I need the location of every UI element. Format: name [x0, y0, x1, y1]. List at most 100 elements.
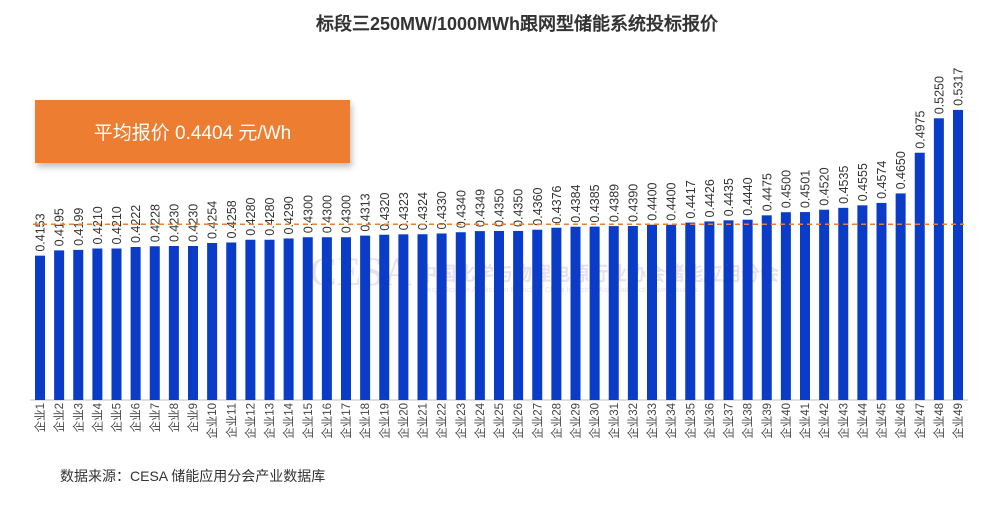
bar [168, 246, 179, 400]
bar [494, 230, 504, 400]
bar [914, 152, 925, 400]
category-label: 企业35 [683, 403, 697, 439]
category-label: 企业44 [855, 402, 869, 438]
bar [666, 224, 677, 400]
data-label: 0.4280 [263, 197, 277, 235]
category-label: 企业4 [90, 402, 104, 432]
data-label: 0.4360 [531, 187, 545, 225]
category-label: 企业17 [339, 403, 353, 439]
bar [245, 239, 256, 400]
category-label: 企业13 [263, 403, 277, 439]
bar [149, 246, 160, 400]
data-label: 0.4535 [837, 166, 851, 204]
bar [857, 205, 868, 400]
data-label: 0.4228 [148, 204, 162, 242]
bar [647, 224, 657, 400]
bar [704, 221, 715, 400]
category-label: 企业43 [836, 403, 850, 439]
data-label: 0.4323 [397, 192, 411, 230]
data-label: 0.4324 [416, 192, 430, 230]
category-label: 企业31 [607, 403, 621, 439]
category-label: 企业46 [894, 403, 908, 439]
data-label: 0.4350 [493, 189, 507, 227]
category-label: 企业16 [320, 403, 334, 439]
data-label: 0.4313 [359, 193, 373, 231]
data-label: 0.4210 [91, 206, 105, 244]
category-label: 企业24 [473, 402, 487, 438]
category-label: 企业27 [530, 403, 544, 439]
bar [551, 227, 562, 400]
category-label: 企业10 [205, 403, 219, 439]
bar [953, 109, 963, 401]
data-label: 0.4400 [665, 182, 679, 220]
category-label: 企业3 [71, 403, 85, 432]
category-label: 企业11 [224, 403, 238, 438]
data-label: 0.4400 [646, 182, 660, 220]
category-label: 企业47 [913, 403, 927, 439]
bar [570, 226, 581, 400]
bar [188, 246, 198, 400]
data-label: 0.4199 [72, 208, 86, 246]
category-label: 企业28 [549, 403, 563, 439]
data-label: 0.4300 [320, 195, 334, 233]
data-label: 0.4280 [244, 197, 258, 235]
bar [761, 215, 772, 400]
bar [226, 242, 237, 400]
category-label: 企业29 [569, 403, 583, 439]
data-label: 0.4230 [187, 204, 201, 242]
bar [800, 212, 810, 400]
average-price-callout: 平均报价 0.4404 元/Wh [35, 100, 350, 163]
bar [35, 255, 45, 400]
bar [685, 222, 696, 400]
bar [92, 248, 103, 400]
data-label: 0.4426 [703, 179, 717, 217]
data-label: 0.4210 [110, 206, 124, 244]
data-label: 0.4390 [626, 184, 640, 222]
bar [819, 209, 830, 400]
bar [302, 237, 313, 400]
category-label: 企业49 [951, 403, 965, 439]
bar [360, 235, 371, 400]
category-label: 企业15 [301, 403, 315, 439]
bar [627, 225, 638, 400]
bar [283, 238, 294, 400]
data-label: 0.4385 [588, 184, 602, 222]
data-label: 0.4195 [53, 208, 67, 246]
data-label: 0.4230 [167, 204, 181, 242]
data-label: 0.4340 [454, 190, 468, 228]
bar [589, 226, 600, 400]
data-label: 0.5250 [932, 76, 946, 114]
category-label: 企业14 [282, 402, 296, 438]
data-label: 0.4320 [378, 192, 392, 230]
bar [780, 212, 791, 400]
data-label: 0.4440 [741, 177, 755, 215]
bar [54, 250, 65, 400]
data-source-note: 数据来源：CESA 储能应用分会产业数据库 [60, 468, 326, 484]
category-label: 企业36 [702, 403, 716, 439]
data-label: 0.4153 [34, 213, 48, 251]
bar [73, 249, 84, 400]
chart-title: 标段三250MW/1000MWh跟网型储能系统投标报价 [315, 14, 719, 34]
category-label: 企业38 [741, 403, 755, 439]
data-label: 0.4417 [684, 180, 698, 218]
category-label: 企业2 [52, 403, 66, 432]
category-label: 企业23 [454, 403, 468, 439]
category-label: 企业39 [760, 403, 774, 439]
bar [341, 237, 351, 400]
bar [895, 193, 906, 400]
category-label: 企业48 [932, 403, 946, 439]
data-label: 0.4258 [225, 200, 239, 238]
bar [532, 229, 543, 400]
bar [398, 234, 409, 400]
category-label: 企业8 [167, 403, 181, 432]
category-label: 企业22 [435, 403, 449, 439]
category-label: 企业9 [186, 403, 200, 432]
category-label: 企业12 [243, 403, 257, 439]
bar [264, 239, 275, 400]
category-label: 企业41 [798, 403, 812, 439]
category-label: 企业20 [396, 403, 410, 439]
data-label: 0.4254 [206, 201, 220, 239]
bar [838, 207, 849, 400]
data-label: 0.4349 [473, 189, 487, 227]
